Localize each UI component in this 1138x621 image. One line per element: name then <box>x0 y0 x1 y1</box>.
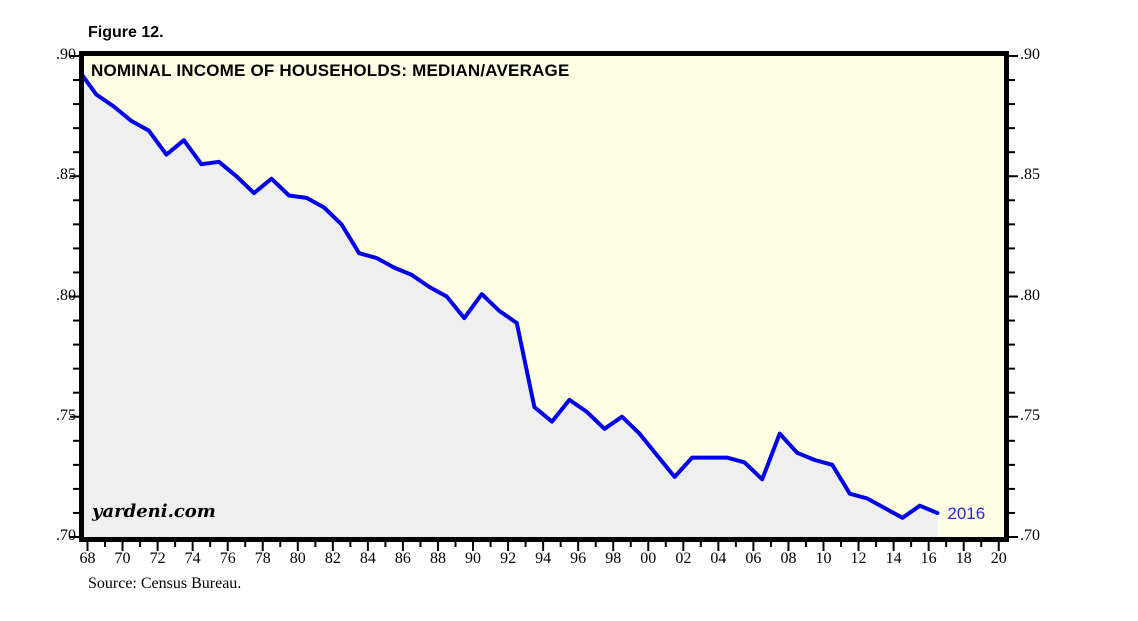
x-tick-label: 06 <box>745 550 762 567</box>
x-tick-label: 90 <box>465 550 482 567</box>
chart-title: NOMINAL INCOME OF HOUSEHOLDS: MEDIAN/AVE… <box>91 61 570 80</box>
x-tick-label: 94 <box>535 550 552 567</box>
x-tick-label: 20 <box>990 550 1007 567</box>
x-tick-label: 74 <box>184 550 201 567</box>
figure-label: Figure 12. <box>88 24 164 41</box>
y-tick-label-left: .90 <box>56 46 76 63</box>
x-tick-label: 70 <box>114 550 131 567</box>
x-tick-label: 00 <box>640 550 657 567</box>
y-tick-label-right: .85 <box>1020 166 1040 184</box>
x-tick-label: 10 <box>815 550 832 567</box>
x-tick-label: 02 <box>675 550 692 567</box>
x-tick-label: 78 <box>254 550 271 567</box>
under-curve-area <box>84 77 938 537</box>
series-end-year-label: 2016 <box>947 503 986 523</box>
y-tick-label-left: .70 <box>56 527 76 544</box>
x-tick-label: 04 <box>710 550 727 567</box>
x-tick-label: 84 <box>359 550 376 567</box>
x-tick-label: 92 <box>500 550 517 567</box>
x-tick-label: 98 <box>605 550 622 567</box>
plot-border <box>79 51 1009 542</box>
x-tick-label: 18 <box>955 550 972 567</box>
x-tick-label: 72 <box>149 550 166 567</box>
watermark-yardeni: yardeni.com <box>92 501 216 522</box>
y-tick-label-left: .85 <box>56 166 76 184</box>
x-tick-label: 86 <box>394 550 411 567</box>
x-tick-label: 76 <box>219 550 236 567</box>
y-tick-label-right: .70 <box>1020 527 1040 544</box>
x-tick-label: 08 <box>780 550 797 567</box>
x-tick-label: 14 <box>885 550 902 567</box>
y-tick-label-right: .80 <box>1020 286 1040 304</box>
y-tick-label-right: .90 <box>1020 46 1040 63</box>
y-tick-label-left: .80 <box>56 286 76 304</box>
x-tick-label: 68 <box>79 550 96 567</box>
source-note: Source: Census Bureau. <box>88 575 242 592</box>
median-average-ratio-line <box>84 74 940 520</box>
x-tick-label: 16 <box>920 550 937 567</box>
x-tick-label: 80 <box>289 550 306 567</box>
y-tick-label-right: .75 <box>1020 406 1040 424</box>
x-tick-label: 88 <box>429 550 446 567</box>
x-tick-label: 82 <box>324 550 341 567</box>
x-tick-label: 12 <box>850 550 867 567</box>
y-tick-label-left: .75 <box>56 406 76 424</box>
x-tick-label: 96 <box>570 550 587 567</box>
